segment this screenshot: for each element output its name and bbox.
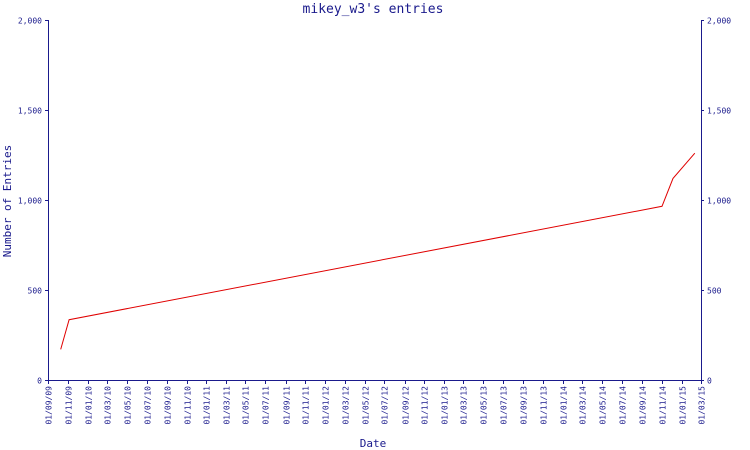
x-tick-label: 01/09/10 — [164, 386, 173, 425]
y-tick-label-right: 0 — [707, 377, 712, 386]
x-tick-label: 01/11/13 — [540, 386, 549, 425]
x-tick-label: 01/01/14 — [560, 386, 569, 425]
x-tick-label: 01/11/11 — [302, 386, 311, 425]
x-tick-label: 01/01/11 — [203, 386, 212, 425]
x-tick-label: 01/03/12 — [342, 386, 351, 425]
x-tick-label: 01/05/12 — [362, 386, 371, 425]
x-tick-label: 01/07/13 — [500, 386, 509, 425]
x-tick-label: 01/07/14 — [619, 386, 628, 425]
y-tick-label-left: 500 — [28, 287, 43, 296]
x-tick-label: 01/05/14 — [599, 386, 608, 425]
x-tick-label: 01/01/15 — [679, 386, 688, 425]
x-tick-label: 01/09/13 — [520, 386, 529, 425]
x-tick-label: 01/09/11 — [283, 386, 292, 425]
x-tick-label: 01/03/15 — [698, 386, 707, 425]
y-axis-label: Number of Entries — [1, 145, 14, 258]
series-layer — [60, 152, 696, 350]
series-line — [60, 152, 696, 350]
x-tick-label: 01/03/10 — [104, 386, 113, 425]
y-tick-label-left: 1,500 — [18, 107, 42, 116]
x-tick-label: 01/05/10 — [124, 386, 133, 425]
x-tick-label: 01/11/10 — [184, 386, 193, 425]
x-tick-label: 01/03/11 — [223, 386, 232, 425]
x-tick-label: 01/09/12 — [402, 386, 411, 425]
y-tick-label-right: 500 — [707, 287, 722, 296]
x-tick-label: 01/07/12 — [381, 386, 390, 425]
x-tick-label: 01/05/11 — [242, 386, 251, 425]
x-tick-label: 01/09/14 — [639, 386, 648, 425]
y-tick-label-right: 1,500 — [707, 107, 731, 116]
x-tick-label: 01/03/13 — [460, 386, 469, 425]
x-axis-ticks: 01/09/09 01/11/09 01/01/10 01/03/10 01/05/10… — [45, 380, 707, 425]
y-tick-label-left: 2,000 — [18, 17, 42, 26]
x-tick-label: 01/01/10 — [85, 386, 94, 425]
x-tick-label: 01/03/14 — [579, 386, 588, 425]
chart-title: mikey_w3's entries — [303, 2, 444, 17]
y-tick-label-left: 1,000 — [18, 197, 42, 206]
x-tick-label: 01/11/12 — [421, 386, 430, 425]
x-tick-label: 01/09/09 — [45, 386, 54, 425]
y-tick-label-left: 0 — [37, 377, 42, 386]
x-tick-label: 01/11/14 — [659, 386, 668, 425]
plot-frame — [48, 20, 702, 381]
x-tick-label: 01/07/11 — [262, 386, 271, 425]
x-tick-label: 01/05/13 — [480, 386, 489, 425]
y-axis-ticks: 0 0 500 500 1,000 1,000 1,500 1,500 2,000 2,000 — [18, 17, 731, 386]
y-tick-label-right: 1,000 — [707, 197, 731, 206]
x-axis-label: Date — [360, 437, 387, 450]
y-tick-label-right: 2,000 — [707, 17, 731, 26]
x-tick-label: 01/07/10 — [144, 386, 153, 425]
x-tick-label: 01/11/09 — [65, 386, 74, 425]
x-tick-label: 01/01/12 — [322, 386, 331, 425]
x-tick-label: 01/01/13 — [441, 386, 450, 425]
